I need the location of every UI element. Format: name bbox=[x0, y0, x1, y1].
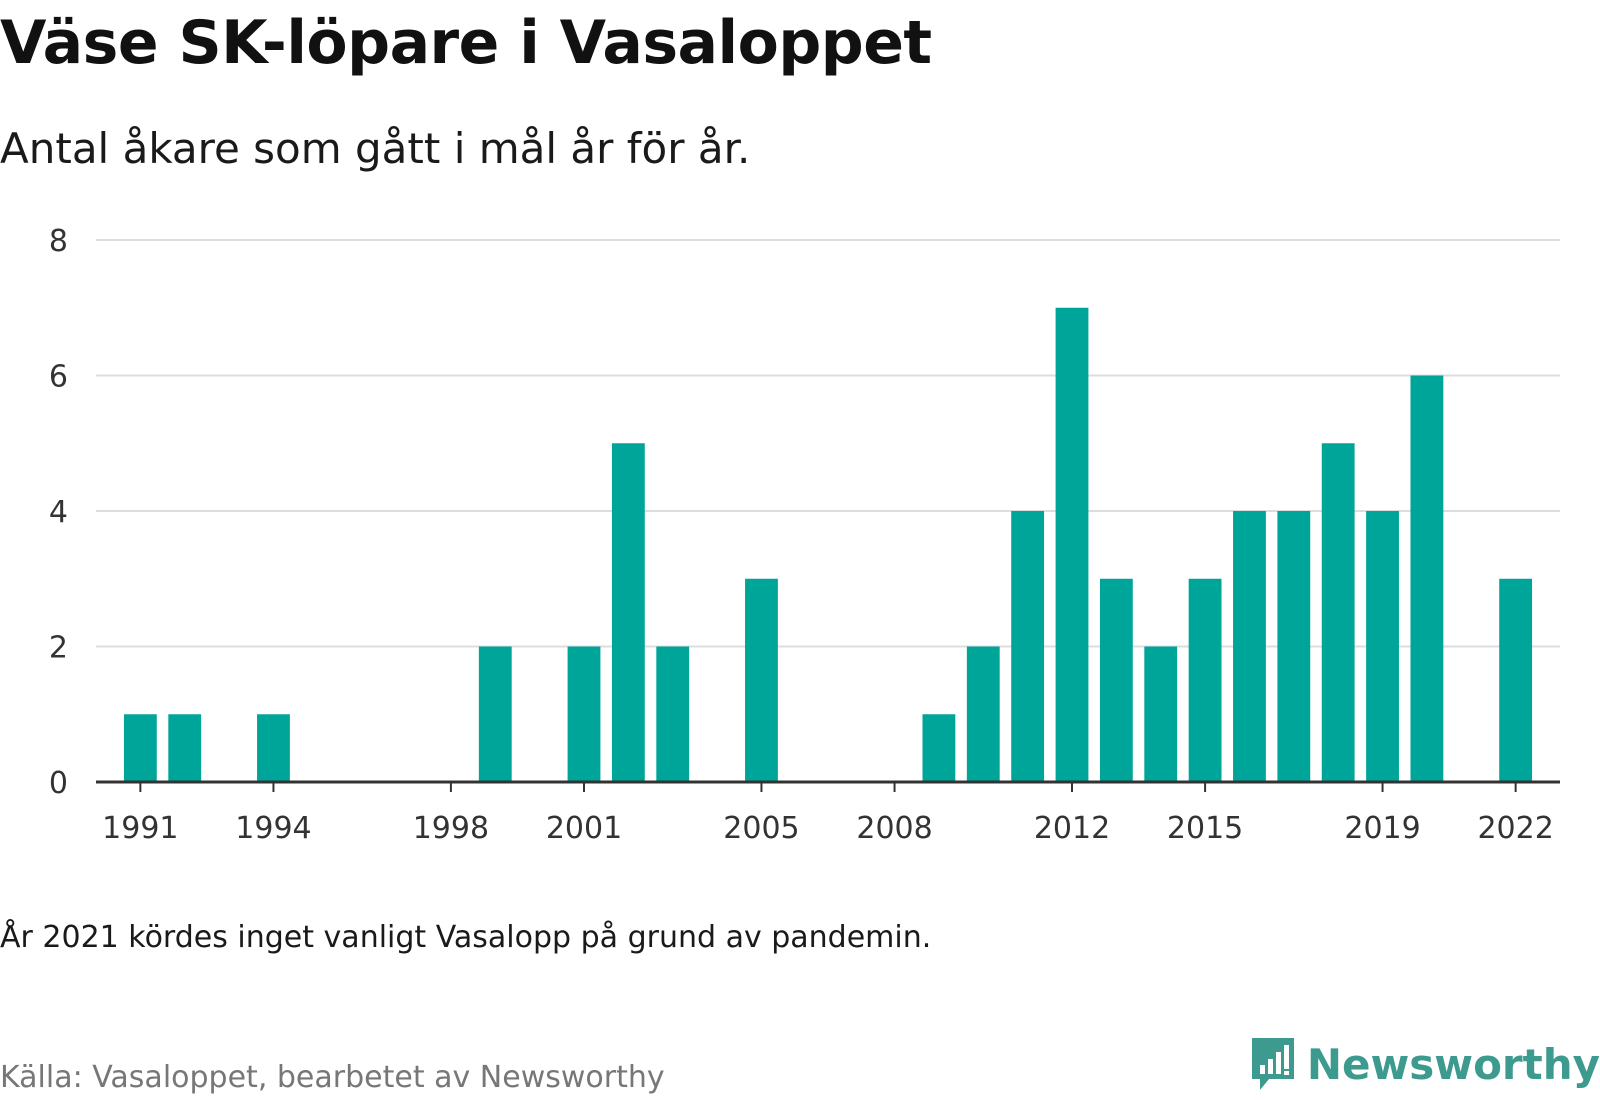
y-tick-label: 2 bbox=[49, 631, 68, 666]
bar bbox=[1144, 646, 1178, 782]
x-tick-label: 2022 bbox=[1477, 811, 1553, 846]
bar bbox=[611, 443, 645, 782]
x-tick-label: 2019 bbox=[1344, 811, 1420, 846]
source-text: Källa: Vasaloppet, bearbetet av Newswort… bbox=[0, 1060, 665, 1095]
bar bbox=[1321, 443, 1355, 782]
bar bbox=[1233, 511, 1266, 782]
bar bbox=[1099, 578, 1133, 782]
bar bbox=[1011, 511, 1045, 782]
x-tick-label: 1998 bbox=[413, 811, 489, 846]
brand-name: Newsworthy bbox=[1306, 1039, 1600, 1089]
y-tick-label: 8 bbox=[49, 224, 68, 259]
bar bbox=[1499, 578, 1533, 782]
bar bbox=[745, 578, 778, 782]
bar bbox=[257, 714, 290, 782]
bar bbox=[1410, 375, 1444, 782]
bar bbox=[656, 646, 690, 782]
x-tick-label: 2008 bbox=[856, 811, 932, 846]
bar bbox=[1055, 307, 1089, 782]
x-tick-label: 1991 bbox=[102, 811, 178, 846]
x-tick-label: 2012 bbox=[1034, 811, 1110, 846]
bar-chart-speech-icon bbox=[1251, 1038, 1294, 1090]
chart-title: Väse SK-löpare i Vasaloppet bbox=[0, 8, 932, 78]
bar bbox=[922, 714, 956, 782]
x-tick-label: 2005 bbox=[723, 811, 799, 846]
bar bbox=[966, 646, 1000, 782]
y-tick-label: 4 bbox=[49, 495, 68, 530]
bar bbox=[478, 646, 512, 782]
bar bbox=[1188, 578, 1222, 782]
x-tick-label: 2001 bbox=[546, 811, 622, 846]
chart-subtitle: Antal åkare som gått i mål år för år. bbox=[0, 124, 751, 173]
x-axis-ticks: 1991 1994 1998 2001 2005 2008 2012 2015 2019 2022 bbox=[102, 782, 1554, 846]
bar-chart: 0 2 4 6 8 1991 1994 1998 2001 2005 2008 2012 2015 20… bbox=[49, 224, 1560, 846]
y-tick-label: 6 bbox=[49, 360, 68, 395]
bars bbox=[123, 307, 1533, 782]
bar bbox=[123, 714, 157, 782]
bar bbox=[567, 646, 601, 782]
chart-note: År 2021 kördes inget vanligt Vasalopp på… bbox=[0, 920, 932, 955]
bar bbox=[168, 714, 202, 782]
brand-logo: Newsworthy bbox=[1249, 1035, 1600, 1093]
x-tick-label: 1994 bbox=[235, 811, 311, 846]
y-tick-label: 0 bbox=[49, 766, 68, 801]
bar bbox=[1277, 511, 1311, 782]
bar bbox=[1366, 511, 1399, 782]
y-axis-ticks: 0 2 4 6 8 bbox=[49, 224, 68, 801]
gridlines bbox=[96, 239, 1560, 648]
x-tick-label: 2015 bbox=[1167, 811, 1243, 846]
